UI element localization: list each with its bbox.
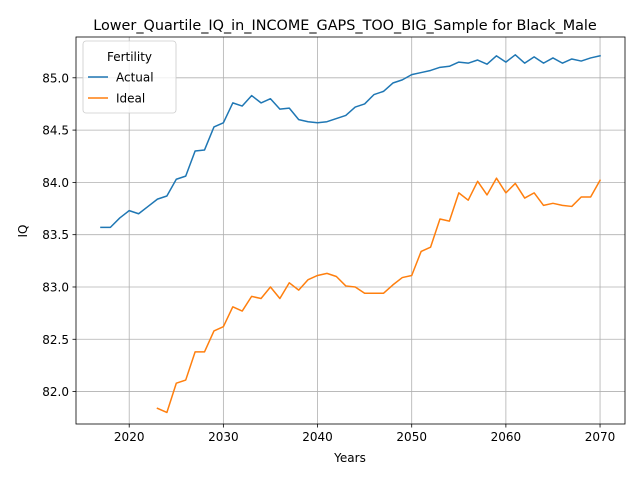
legend: Fertility Actual Ideal: [83, 41, 176, 113]
y-tick-label: 85.0: [42, 71, 69, 85]
x-tick-label: 2060: [491, 430, 522, 444]
legend-title: Fertility: [107, 50, 152, 64]
x-tick-label: 2040: [302, 430, 333, 444]
chart-title: Lower_Quartile_IQ_in_INCOME_GAPS_TOO_BIG…: [93, 18, 597, 34]
y-tick-label: 82.5: [42, 333, 69, 347]
y-tick-label: 84.0: [42, 176, 69, 190]
x-tick-label: 2070: [585, 430, 616, 444]
y-tick-label: 84.5: [42, 124, 69, 138]
legend-label-actual: Actual: [116, 71, 154, 85]
y-tick-label: 82.0: [42, 385, 69, 399]
y-tick-label: 83.5: [42, 228, 69, 242]
x-tick-label: 2020: [114, 430, 145, 444]
legend-label-ideal: Ideal: [116, 92, 145, 106]
x-axis-label: Years: [333, 451, 366, 465]
x-tick-label: 2050: [396, 430, 427, 444]
y-axis-label: IQ: [16, 225, 30, 238]
x-tick-label: 2030: [208, 430, 239, 444]
y-tick-label: 83.0: [42, 280, 69, 294]
